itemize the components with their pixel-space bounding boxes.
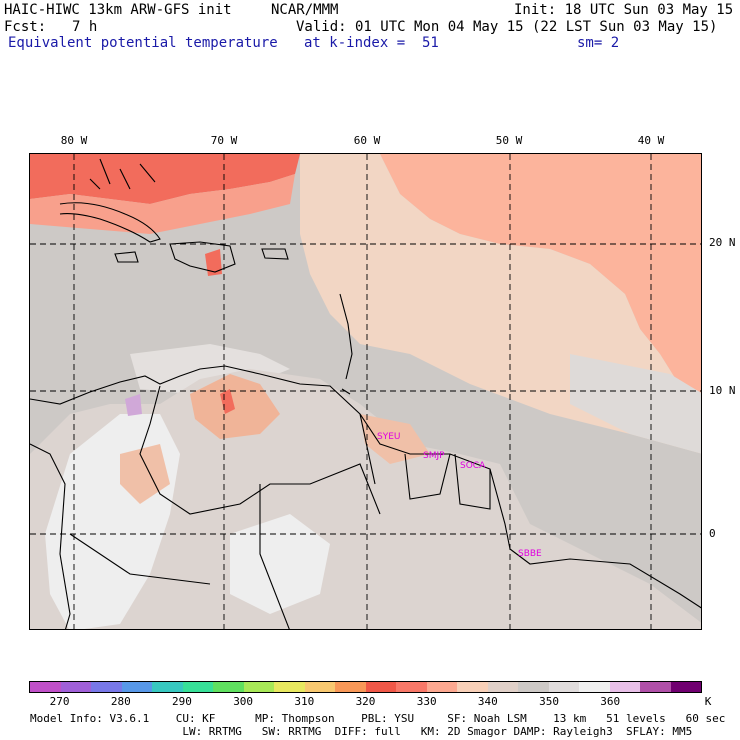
forecast-label: Fcst: — [4, 19, 47, 35]
field-hispaniola-hot — [205, 249, 222, 276]
lat-label: 20 N — [709, 236, 736, 249]
lon-label: 60 W — [353, 134, 381, 147]
jamaica-coast — [114, 251, 139, 263]
colorbar-segment — [518, 682, 549, 692]
lon-label: 50 W — [495, 134, 523, 147]
lesser-antilles-coast — [339, 293, 353, 395]
south-america-north-coast — [30, 365, 701, 609]
field-guyana-warm — [360, 414, 430, 464]
lon-label: 40 W — [637, 134, 665, 147]
field-hot-nw — [30, 154, 300, 204]
field-warm-nw — [30, 174, 295, 234]
colorbar-segment — [91, 682, 122, 692]
colorbar-label: 320 — [355, 695, 376, 708]
hispaniola-coast — [169, 241, 236, 273]
colorbar-segment — [396, 682, 427, 692]
map-panel — [29, 153, 702, 630]
colorbar-segment — [487, 682, 518, 692]
colorbar-segment — [457, 682, 488, 692]
interior-borders — [69, 484, 290, 629]
colorbar-label: 310 — [294, 695, 315, 708]
colorbar-segment — [152, 682, 183, 692]
colorbar-label: 340 — [477, 695, 498, 708]
field-venezuela-warm — [190, 374, 280, 439]
init-time: Init: 18 UTC Sun 03 May 15 — [514, 2, 734, 18]
colorbar-segment — [243, 682, 274, 692]
colorbar-segment — [579, 682, 610, 692]
colorbar-label: 290 — [172, 695, 192, 708]
colorbar-segment — [30, 682, 61, 692]
lon-label: 70 W — [210, 134, 238, 147]
lon-label: 80 W — [60, 134, 88, 147]
field-purple-patch — [125, 394, 142, 416]
station-label: SBBE — [518, 549, 542, 559]
model-info-line1: Model Info: V3.6.1 CU: KF MP: Thompson P… — [30, 712, 726, 725]
forecast-hour: 7 h — [72, 19, 98, 35]
theta-e-field — [30, 154, 701, 629]
colorbar-label: 350 — [539, 695, 559, 708]
org-label: NCAR/MMM — [271, 2, 339, 18]
model-title: HAIC-HIWC 13km ARW-GFS init — [4, 2, 232, 18]
colorbar-segment — [213, 682, 244, 692]
colorbar-segment — [304, 682, 335, 692]
station-label: SYEU — [377, 432, 401, 442]
colorbar-segment — [274, 682, 305, 692]
cuba-coast — [59, 202, 161, 243]
puerto-rico-coast — [261, 248, 289, 260]
colorbar-segment — [60, 682, 91, 692]
station-label: SMJP — [423, 451, 445, 461]
colorbar-segment — [548, 682, 579, 692]
level-info: at k-index = 51 — [304, 35, 439, 51]
colorbar-segment — [640, 682, 671, 692]
colorbar-segment — [426, 682, 457, 692]
field-atlantic-grey — [570, 354, 701, 454]
station-label: SOCA — [460, 461, 486, 471]
field-amazon-white — [230, 514, 330, 614]
colorbar-segment — [182, 682, 213, 692]
colorbar-label: 280 — [110, 695, 131, 708]
colorbar — [29, 681, 702, 693]
pacific-coast — [30, 443, 71, 629]
lat-label: 0 — [709, 527, 716, 540]
lat-label: 10 N — [709, 384, 736, 397]
country-borders — [139, 385, 381, 515]
model-info-line2: LW: RRTMG SW: RRTMG DIFF: full KM: 2D Sm… — [30, 725, 693, 738]
colorbar-segment — [335, 682, 366, 692]
colorbar-label: 360 — [600, 695, 621, 708]
valid-time: Valid: 01 UTC Mon 04 May 15 (22 LST Sun … — [296, 19, 718, 35]
smoothing-info: sm= 2 — [577, 35, 620, 51]
guianas-borders — [359, 413, 491, 510]
colorbar-label: 270 — [49, 695, 70, 708]
colorbar-segment — [121, 682, 152, 692]
colorbar-label: 300 — [233, 695, 254, 708]
colorbar-segment — [670, 682, 701, 692]
field-name: Equivalent potential temperature — [8, 35, 278, 51]
colorbar-label: 330 — [416, 695, 437, 708]
colorbar-segment — [365, 682, 396, 692]
bahamas-coast — [89, 158, 156, 190]
field-warm-ne — [380, 154, 701, 408]
colorbar-unit: K — [704, 695, 712, 708]
colorbar-segment — [609, 682, 640, 692]
